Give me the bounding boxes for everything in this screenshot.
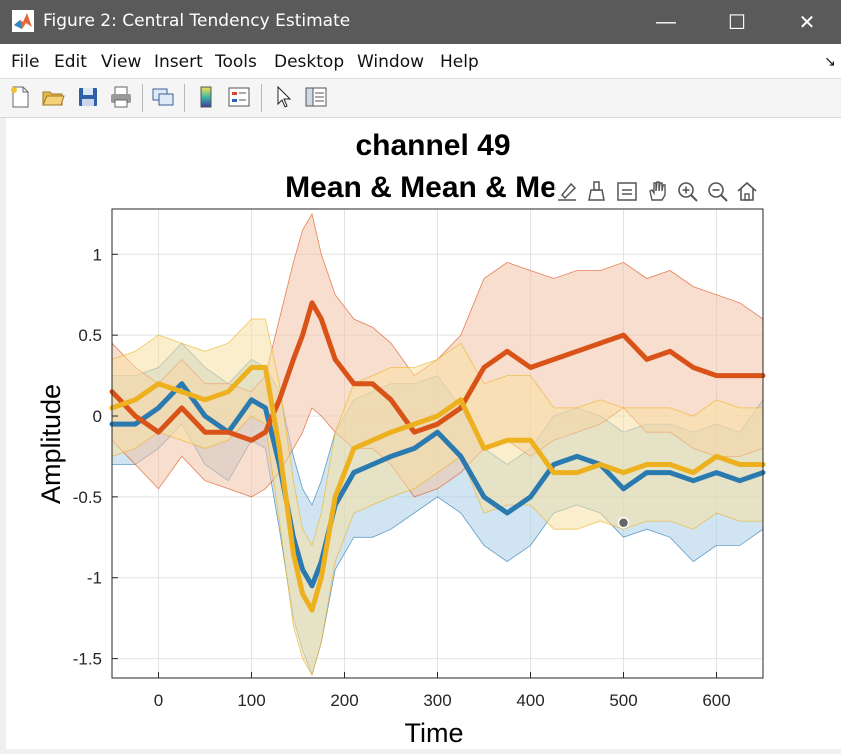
x-tick-label: 200 xyxy=(330,691,358,710)
menu-tools[interactable]: Tools xyxy=(215,52,257,72)
print-icon[interactable] xyxy=(109,85,133,109)
menu-window[interactable]: Window xyxy=(357,52,425,72)
x-tick-label: 100 xyxy=(237,691,265,710)
home-icon[interactable] xyxy=(737,181,757,201)
zoom-in-icon[interactable] xyxy=(678,182,698,202)
axis-ticks: 0 100 200 300 400 500 600 1 0.5 0 -0.5 -1 -1.5 xyxy=(73,245,731,710)
chart-title-line-1: channel 49 xyxy=(355,129,510,162)
window-titlebar: Figure 2: Central Tendency Estimate — ☐ … xyxy=(0,0,841,44)
figure-toolbar xyxy=(0,79,841,118)
menu-help[interactable]: Help xyxy=(440,52,479,72)
toolbar-separator xyxy=(142,84,143,112)
dock-arrow-icon[interactable]: ↘ xyxy=(824,54,836,70)
menu-view[interactable]: View xyxy=(101,52,142,72)
figure-canvas: 0 100 200 300 400 500 600 1 0.5 0 -0.5 -1 -1.5 chann… xyxy=(6,118,841,749)
brush-edit-icon[interactable] xyxy=(558,182,577,201)
menu-bar: File Edit View Insert Tools Desktop Wind… xyxy=(0,44,841,79)
y-tick-label: -1.5 xyxy=(73,650,102,669)
series-lines xyxy=(109,300,766,613)
menu-file[interactable]: File xyxy=(11,52,40,72)
save-icon[interactable] xyxy=(76,85,100,109)
toolbar-separator xyxy=(184,84,185,112)
colorbar-icon[interactable] xyxy=(194,85,218,109)
close-button[interactable]: ✕ xyxy=(798,11,816,34)
y-tick-label: 0.5 xyxy=(78,326,102,345)
y-tick-label: -0.5 xyxy=(73,488,102,507)
menu-desktop[interactable]: Desktop xyxy=(274,52,345,72)
property-inspector-icon[interactable] xyxy=(304,85,328,109)
y-tick-label: 1 xyxy=(93,245,102,264)
maximize-button[interactable]: ☐ xyxy=(728,11,746,34)
y-tick-label: 0 xyxy=(93,407,102,426)
matlab-icon xyxy=(12,10,34,32)
legend-icon[interactable] xyxy=(227,85,251,109)
x-tick-label: 400 xyxy=(516,691,544,710)
minimize-button[interactable]: — xyxy=(656,10,676,33)
data-tips-icon[interactable] xyxy=(617,182,637,201)
new-figure-icon[interactable] xyxy=(8,85,32,109)
pan-icon[interactable] xyxy=(649,181,666,201)
toolbar-separator xyxy=(261,84,262,112)
window-title: Figure 2: Central Tendency Estimate xyxy=(43,11,351,31)
chart-svg[interactable]: 0 100 200 300 400 500 600 1 0.5 0 -0.5 -1 -1.5 chann… xyxy=(6,118,841,749)
menu-insert[interactable]: Insert xyxy=(154,52,203,72)
pointer-icon[interactable] xyxy=(271,85,295,109)
y-tick-label: -1 xyxy=(87,569,102,588)
data-tip-point[interactable] xyxy=(617,516,630,529)
chart-title-line-2: Mean & Mean & Me xyxy=(285,171,557,204)
data-brush-icon[interactable] xyxy=(588,181,605,201)
axes-toolbar xyxy=(554,176,764,206)
x-tick-label: 0 xyxy=(154,691,163,710)
data-tip-marker[interactable] xyxy=(617,516,630,529)
x-tick-label: 300 xyxy=(423,691,451,710)
series-line-orange[interactable] xyxy=(109,300,766,443)
zoom-out-icon[interactable] xyxy=(708,182,728,202)
x-tick-label: 600 xyxy=(702,691,730,710)
series-line-yellow[interactable] xyxy=(109,365,766,613)
open-file-icon[interactable] xyxy=(41,85,65,109)
x-axis-label: Time xyxy=(405,718,464,748)
menu-edit[interactable]: Edit xyxy=(54,52,87,72)
series-line-blue[interactable] xyxy=(109,381,766,589)
x-tick-label: 500 xyxy=(609,691,637,710)
link-plot-icon[interactable] xyxy=(151,85,175,109)
y-axis-label: Amplitude xyxy=(36,384,66,504)
